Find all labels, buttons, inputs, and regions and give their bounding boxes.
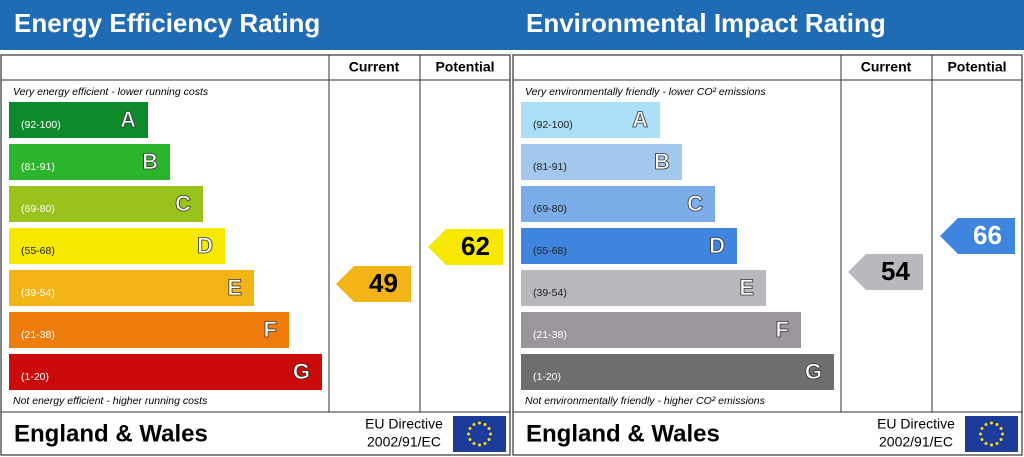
potential-arrow <box>940 218 1015 254</box>
band-letter: D <box>709 233 725 258</box>
band-range: (81-91) <box>21 161 55 173</box>
eu-star <box>990 443 993 447</box>
band-range: (1-20) <box>533 371 561 383</box>
band-range: (55-68) <box>533 245 567 257</box>
top-note: Very environmentally friendly - lower CO… <box>525 86 766 98</box>
band-range: (92-100) <box>21 119 61 131</box>
panel-title: Environmental Impact Rating <box>526 8 886 38</box>
rating-band <box>521 312 801 348</box>
rating-band <box>521 144 682 180</box>
eu-flag <box>453 416 506 452</box>
bottom-note: Not energy efficient - higher running co… <box>13 395 208 407</box>
eu-star <box>984 422 988 426</box>
column-header: Potential <box>947 59 1006 75</box>
rating-band <box>521 186 715 222</box>
eu-star <box>1001 432 1004 436</box>
rating-band <box>9 102 148 138</box>
eu-star <box>468 427 472 430</box>
rating-band <box>9 312 289 348</box>
potential-value: 66 <box>973 220 1002 250</box>
eu-star <box>995 442 999 446</box>
band-letter: G <box>805 359 822 384</box>
band-range: (39-54) <box>533 287 567 299</box>
eu-star <box>468 438 472 441</box>
rating-panel: Energy Efficiency Rating Current Potential… <box>0 0 512 456</box>
band-range: (69-80) <box>533 203 567 215</box>
eu-star <box>487 427 491 430</box>
eu-star <box>999 427 1003 430</box>
eu-star <box>984 442 988 446</box>
eu-star <box>979 432 982 436</box>
current-value: 54 <box>881 256 910 286</box>
directive: 2002/91/EC <box>367 434 441 450</box>
band-letter: F <box>776 317 789 342</box>
eu-star <box>472 442 476 446</box>
band-range: (21-38) <box>21 329 55 341</box>
eu-star <box>483 422 487 426</box>
rating-band <box>521 354 834 390</box>
band-range: (1-20) <box>21 371 49 383</box>
rating-band <box>9 270 254 306</box>
header-band <box>0 0 512 50</box>
rating-band <box>521 228 737 264</box>
band-range: (39-54) <box>21 287 55 299</box>
eu-star <box>990 421 993 425</box>
eu-star <box>487 438 491 441</box>
current-value: 49 <box>369 268 398 298</box>
rating-band <box>9 354 322 390</box>
eu-star <box>483 442 487 446</box>
eu-star <box>478 443 481 447</box>
current-arrow <box>848 254 923 290</box>
band-range: (69-80) <box>21 203 55 215</box>
band-letter: F <box>264 317 277 342</box>
band-range: (55-68) <box>21 245 55 257</box>
band-range: (92-100) <box>533 119 573 131</box>
band-letter: A <box>632 107 648 132</box>
rating-panel: Environmental Impact Rating Current Potent… <box>512 0 1024 456</box>
band-letter: E <box>739 275 754 300</box>
current-arrow <box>336 266 411 302</box>
eu-flag <box>965 416 1018 452</box>
band-letter: B <box>654 149 670 174</box>
eu-star <box>980 438 984 441</box>
header-band <box>512 0 1024 50</box>
band-range: (81-91) <box>533 161 567 173</box>
column-header: Potential <box>435 59 494 75</box>
rating-band <box>9 186 203 222</box>
potential-value: 62 <box>461 231 490 261</box>
frame <box>512 54 1023 456</box>
footer-title: England & Wales <box>526 420 720 447</box>
directive: EU Directive <box>365 416 443 432</box>
eu-star <box>467 432 470 436</box>
frame <box>0 54 511 456</box>
potential-arrow <box>428 229 503 265</box>
band-letter: G <box>293 359 310 384</box>
bottom-note: Not environmentally friendly - higher CO… <box>525 395 766 407</box>
eu-star <box>478 421 481 425</box>
directive: 2002/91/EC <box>879 434 953 450</box>
column-header: Current <box>861 59 912 75</box>
band-letter: E <box>227 275 242 300</box>
rating-band <box>521 102 660 138</box>
top-note: Very energy efficient - lower running co… <box>13 86 209 98</box>
eu-star <box>999 438 1003 441</box>
band-letter: D <box>197 233 213 258</box>
eu-star <box>489 432 492 436</box>
eu-star <box>995 422 999 426</box>
panel-title: Energy Efficiency Rating <box>14 8 320 38</box>
footer-title: England & Wales <box>14 420 208 447</box>
band-range: (21-38) <box>533 329 567 341</box>
band-letter: C <box>175 191 191 216</box>
rating-band <box>9 144 170 180</box>
column-header: Current <box>349 59 400 75</box>
directive: EU Directive <box>877 416 955 432</box>
band-letter: B <box>142 149 158 174</box>
band-letter: C <box>687 191 703 216</box>
eu-star <box>472 422 476 426</box>
rating-band <box>521 270 766 306</box>
band-letter: A <box>120 107 136 132</box>
rating-band <box>9 228 225 264</box>
eu-star <box>980 427 984 430</box>
